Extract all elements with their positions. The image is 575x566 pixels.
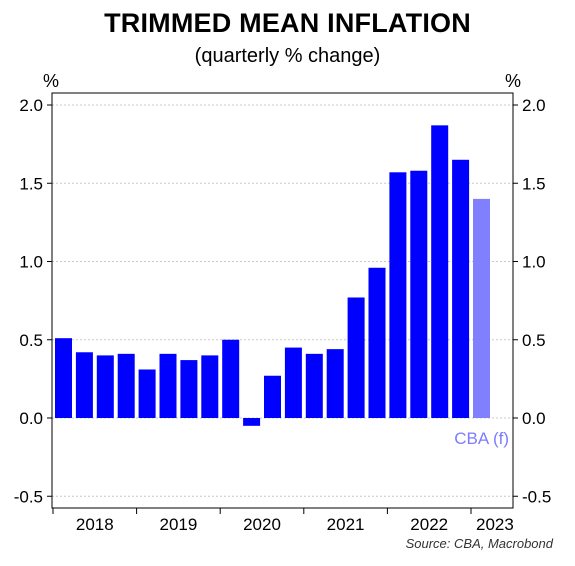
left-tick-label: 1.5: [19, 174, 43, 193]
bar: [368, 267, 386, 418]
left-tick-label: 1.0: [19, 253, 43, 272]
source-note: Source: CBA, Macrobond: [405, 536, 553, 551]
bar: [284, 347, 302, 418]
bar: [138, 369, 156, 418]
x-tick-label: 2021: [327, 515, 365, 534]
left-tick-label: -0.5: [14, 487, 43, 506]
left-tick-label: 2.0: [19, 96, 43, 115]
forecast-annotation: CBA (f): [454, 429, 509, 448]
x-tick-label: 2019: [159, 515, 197, 534]
chart-title: TRIMMED MEAN INFLATION: [104, 8, 471, 38]
bar: [431, 125, 449, 418]
x-tick-label: 2020: [243, 515, 281, 534]
bar: [326, 349, 344, 418]
chart-subtitle: (quarterly % change): [194, 45, 381, 67]
bar: [75, 352, 93, 418]
bar: [243, 418, 261, 426]
right-tick-label: 1.5: [522, 174, 546, 193]
bar: [55, 338, 72, 418]
right-tick-label: 0.5: [522, 331, 546, 350]
left-axis-unit: %: [43, 71, 60, 91]
bar: [452, 159, 470, 418]
bar: [305, 353, 323, 418]
bar: [264, 375, 281, 418]
right-tick-label: 0.0: [522, 409, 546, 428]
right-tick-label: 1.0: [522, 253, 546, 272]
right-tick-label: 2.0: [522, 96, 546, 115]
bar: [410, 170, 428, 418]
bar: [96, 355, 114, 418]
bar: [159, 353, 177, 418]
bar: [389, 172, 407, 418]
x-tick-label: 2022: [410, 515, 448, 534]
plot-frame: [51, 92, 514, 509]
bar: [180, 360, 198, 418]
bar: [201, 355, 219, 418]
left-tick-label: 0.0: [19, 409, 43, 428]
bar: [222, 339, 240, 418]
bar: [347, 297, 365, 418]
x-tick-label: 2023: [476, 515, 514, 534]
forecast-bar: [473, 198, 490, 418]
right-tick-label: -0.5: [522, 487, 551, 506]
left-tick-label: 0.5: [19, 331, 43, 350]
bar: [117, 353, 135, 418]
right-axis-unit: %: [505, 71, 522, 91]
x-tick-label: 2018: [76, 515, 114, 534]
